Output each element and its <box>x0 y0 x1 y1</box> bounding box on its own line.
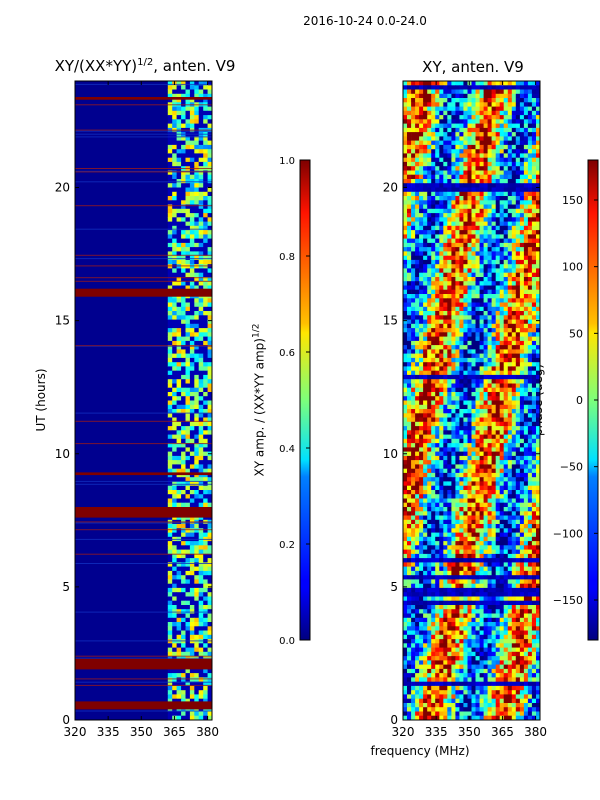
colorbar-1 <box>299 159 311 641</box>
colorbar-1-tick-label: 1.0 <box>279 156 295 167</box>
left-panel-title-exponent: 1/2 <box>137 57 154 68</box>
right-heatmap <box>403 81 541 721</box>
colorbar-1-tick-label: 0.4 <box>279 444 295 455</box>
left-xtick-label: 335 <box>97 725 120 739</box>
left-xtick-label: 365 <box>163 725 186 739</box>
right-ytick-label: 0 <box>390 713 398 727</box>
colorbar-2-tick-label: 150 <box>562 194 583 207</box>
left-ytick-label: 5 <box>62 580 70 594</box>
right-xtick-label: 380 <box>524 725 547 739</box>
figure-suptitle: 2016-10-24 0.0-24.0 <box>303 14 427 28</box>
colorbar-2-tick-label: −150 <box>553 594 583 607</box>
colorbar-2-tick-label: 100 <box>562 261 583 274</box>
right-xtick-label: 335 <box>425 725 448 739</box>
colorbar-1-tick-label: 0.6 <box>279 348 295 359</box>
right-panel-title: XY, anten. V9 <box>422 58 524 76</box>
flagged-band <box>75 288 212 297</box>
colorbar-2-tick-label: −50 <box>560 461 583 474</box>
right-xtick-label: 320 <box>392 725 415 739</box>
left-panel-title-text: XY/(XX*YY) <box>54 57 138 75</box>
left-xtick-label: 380 <box>196 725 219 739</box>
left-heatmap <box>75 81 213 721</box>
axis-ticks: 320 335 350 365 380 0 5 10 15 20 320 335 350 365 380 0 5… <box>55 81 598 739</box>
left-xtick-label: 320 <box>64 725 87 739</box>
colorbar-2-tick-label: −100 <box>553 527 583 540</box>
flagged-band <box>75 472 212 476</box>
colorbar-1-tick-label: 0.2 <box>279 540 295 551</box>
right-ytick-label: 20 <box>383 181 398 195</box>
left-panel-title: XY/(XX*YY)1/2, anten. V9 <box>30 57 260 75</box>
right-ytick-label: 5 <box>390 580 398 594</box>
left-plot-frame <box>74 80 213 721</box>
colorbar-1-tick-label: 0.8 <box>279 252 295 263</box>
flagged-band <box>75 658 212 670</box>
right-ytick-label: 10 <box>383 447 398 461</box>
right-plot-frame <box>402 80 541 721</box>
left-ytick-label: 15 <box>55 314 70 328</box>
left-panel-title-suffix: , anten. V9 <box>153 57 236 75</box>
colorbar-2-tick-label: 50 <box>569 327 583 340</box>
right-xtick-label: 365 <box>491 725 514 739</box>
right-ytick-label: 15 <box>383 314 398 328</box>
left-ytick-label: 0 <box>62 713 70 727</box>
colorbar-2-tick-label: 0 <box>576 394 583 407</box>
flagged-band <box>75 507 212 518</box>
flagged-band <box>75 97 212 100</box>
x-axis-label: frequency (MHz) <box>370 744 470 758</box>
right-xtick-label: 350 <box>458 725 481 739</box>
left-ytick-label: 10 <box>55 447 70 461</box>
colorbar-1-tick-label: 0.0 <box>279 636 295 647</box>
flagged-band <box>75 701 212 710</box>
left-xtick-label: 350 <box>130 725 153 739</box>
left-ytick-label: 20 <box>55 181 70 195</box>
